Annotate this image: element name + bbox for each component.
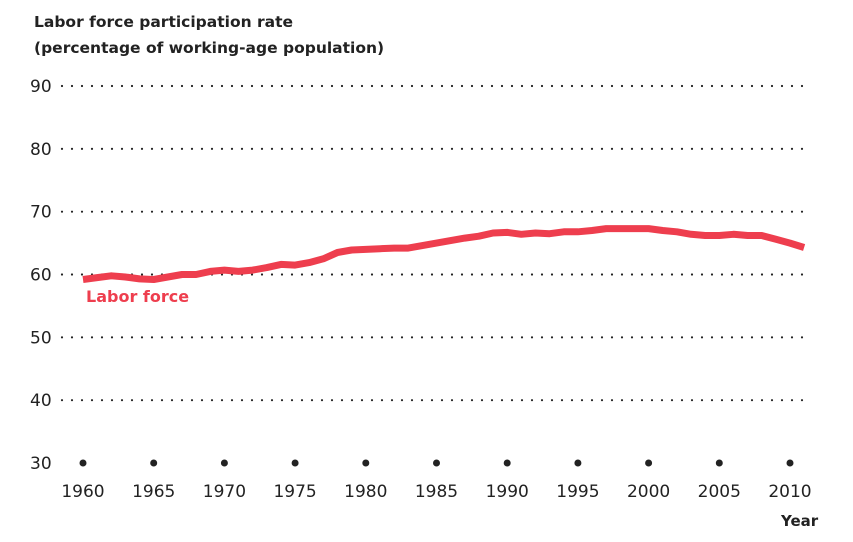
x-axis-label: Year [780, 512, 819, 530]
y-tick-label: 70 [30, 203, 52, 223]
x-tick-dot [150, 459, 158, 467]
series-group [82, 225, 806, 283]
x-tick-dot [715, 459, 723, 467]
x-tick-label: 1970 [203, 482, 246, 502]
y-tick-label: 40 [30, 391, 52, 411]
x-tick-label: 1965 [132, 482, 175, 502]
x-tick-dot [433, 459, 440, 467]
y-tick-label: 30 [30, 454, 52, 474]
chart-title: Labor force participation rate [34, 13, 293, 31]
x-tick-label: 1985 [415, 482, 458, 502]
x-tick-dot [220, 459, 228, 467]
x-tick-label: 1980 [344, 482, 387, 502]
x-tick-dot [645, 459, 653, 467]
x-tick-dot [786, 459, 794, 467]
x-tick-label: 1975 [273, 482, 316, 502]
chart-subtitle: (percentage of working-age population) [34, 39, 384, 57]
x-axis: 1960 1965 1970 1975 1980 1985 1990 1995 2000 2005… [61, 459, 812, 502]
x-tick-dot [79, 459, 87, 467]
y-axis: 30 40 50 60 70 80 90 [30, 77, 52, 474]
x-tick-label: 1960 [61, 482, 104, 502]
y-tick-label: 80 [30, 140, 52, 160]
x-tick-label: 2010 [768, 482, 811, 502]
series-line-labor-force [82, 225, 806, 283]
y-tick-label: 50 [30, 328, 52, 348]
x-tick-dot [503, 459, 511, 467]
x-tick-label: 2005 [698, 482, 741, 502]
x-tick-label: 2000 [627, 482, 670, 502]
series-label-labor-force: Labor force [86, 287, 189, 306]
x-tick-dot [291, 459, 299, 467]
x-tick-dot [362, 459, 370, 467]
x-tick-label: 1995 [556, 482, 599, 502]
y-tick-label: 60 [30, 266, 52, 286]
x-tick-dot [574, 459, 582, 467]
y-tick-label: 90 [30, 77, 52, 97]
x-tick-label: 1990 [486, 482, 529, 502]
